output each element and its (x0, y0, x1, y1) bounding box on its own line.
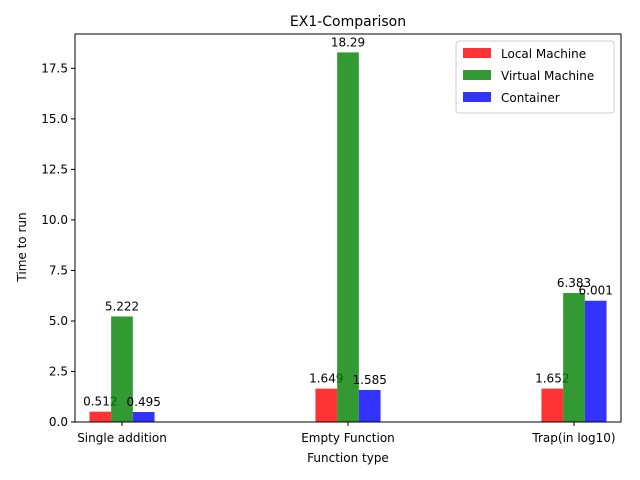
chart-title: EX1-Comparison (290, 14, 406, 30)
y-tick-label: 5.0 (49, 314, 68, 328)
data-label: 6.001 (579, 284, 613, 298)
legend-swatch (463, 48, 491, 58)
y-tick-label: 0.0 (49, 415, 68, 429)
bar (358, 389, 381, 422)
bar (111, 316, 133, 422)
data-label: 0.495 (127, 395, 161, 409)
y-axis-label: Time to run (15, 212, 29, 282)
data-label: 1.649 (309, 372, 343, 386)
plot-area: 0.512 1.649 1.652 5.222 18.29 6.383 0.495 1.585… (41, 33, 622, 445)
bar (563, 293, 585, 422)
x-tick-label: Trap(in log10) (531, 431, 615, 445)
x-tick-label: Single addition (77, 431, 167, 445)
y-tick-label: 10.0 (41, 213, 68, 227)
y-tick-label: 12.5 (41, 162, 68, 176)
data-label: 6.383 (557, 276, 591, 290)
legend-label: Virtual Machine (501, 69, 594, 83)
x-axis-label: Function type (307, 451, 389, 465)
bar (315, 388, 338, 422)
data-label: 18.29 (331, 35, 365, 49)
y-tick-label: 15.0 (41, 112, 68, 126)
data-label: 0.512 (83, 395, 117, 409)
data-label: 1.652 (535, 372, 569, 386)
legend-swatch (463, 70, 491, 80)
y-tick-label: 17.5 (41, 61, 68, 75)
legend: Local Machine Virtual Machine Container (455, 40, 615, 114)
legend-label: Container (501, 91, 560, 105)
y-tick-label: 2.5 (49, 364, 68, 378)
data-label: 5.222 (105, 299, 139, 313)
x-tick-label: Empty Function (301, 431, 395, 445)
bar (541, 388, 564, 422)
bar (89, 411, 112, 422)
y-tick-label: 7.5 (49, 263, 68, 277)
bar (584, 300, 607, 422)
bar (337, 52, 359, 422)
bar (132, 411, 155, 422)
data-label: 1.585 (353, 373, 387, 387)
legend-box (455, 40, 615, 114)
legend-swatch (463, 92, 491, 102)
legend-label: Local Machine (501, 47, 586, 61)
